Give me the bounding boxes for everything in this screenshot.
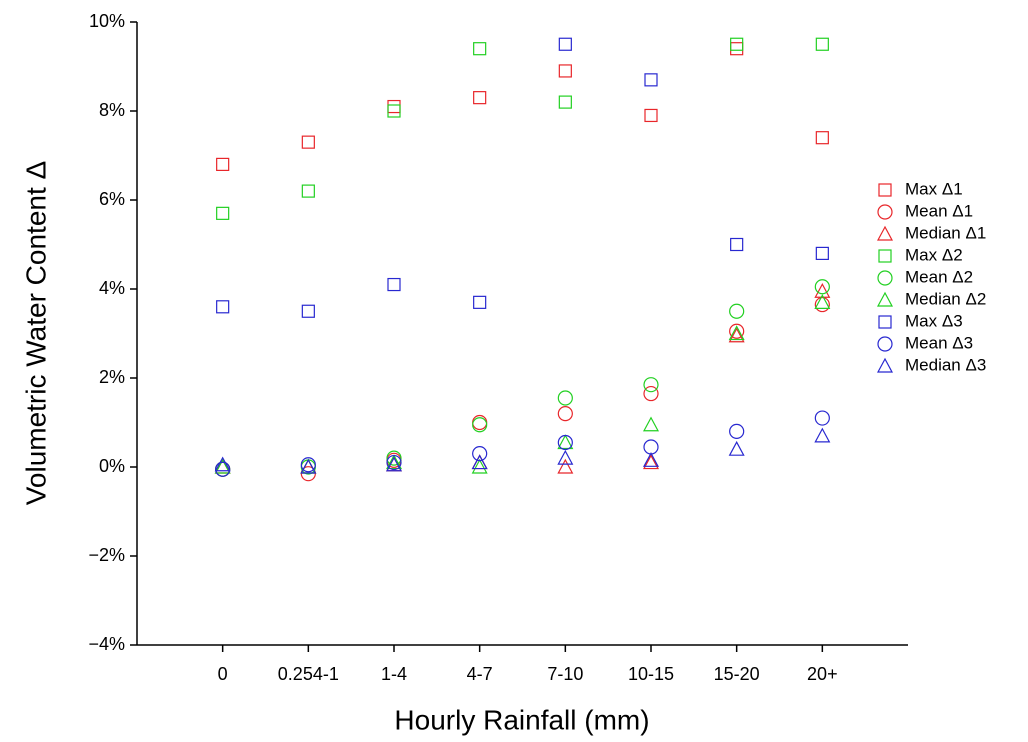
point — [814, 294, 831, 309]
point — [387, 104, 401, 118]
point — [643, 377, 659, 393]
legend-label: Mean Δ1 — [905, 201, 973, 220]
point — [643, 439, 659, 455]
legend-label: Median Δ2 — [905, 289, 986, 308]
point — [728, 327, 745, 343]
x-tick-label: 4-7 — [467, 664, 493, 684]
point — [300, 466, 316, 482]
point — [557, 434, 574, 450]
point — [473, 91, 487, 105]
point — [814, 410, 830, 426]
legend-marker — [878, 249, 892, 263]
y-tick-label: 8% — [99, 100, 125, 120]
point — [729, 323, 745, 339]
point — [387, 99, 401, 114]
point — [301, 304, 315, 318]
point — [471, 454, 488, 470]
point — [815, 131, 829, 145]
legend-label: Median Δ1 — [905, 223, 986, 242]
point — [473, 42, 487, 56]
point — [216, 206, 230, 220]
legend-label: Median Δ3 — [905, 355, 986, 374]
legend-label: Max Δ1 — [905, 179, 963, 198]
point — [730, 37, 744, 51]
x-axis-title: Hourly Rainfall (mm) — [394, 704, 649, 735]
y-tick-label: −4% — [88, 634, 125, 654]
y-tick-label: 10% — [89, 11, 125, 31]
point — [471, 458, 488, 474]
legend-label: Max Δ2 — [905, 245, 963, 264]
legend-marker — [876, 225, 894, 241]
point — [642, 452, 660, 467]
x-tick-label: 0 — [218, 664, 228, 684]
y-axis-title: Volumetric Water Content Δ — [20, 161, 51, 505]
legend-label: Mean Δ3 — [905, 333, 973, 352]
x-tick-label: 10-15 — [628, 664, 674, 684]
y-tick-label: 4% — [99, 278, 125, 298]
point — [471, 454, 488, 470]
point — [300, 458, 317, 474]
point — [472, 417, 488, 433]
x-tick-label: 0.254-1 — [278, 664, 339, 684]
point — [214, 456, 231, 472]
point — [642, 454, 660, 470]
point — [814, 427, 831, 443]
point — [386, 450, 402, 466]
point — [387, 277, 401, 292]
point — [300, 457, 316, 473]
point — [386, 454, 402, 471]
point — [215, 461, 231, 477]
point — [385, 454, 403, 470]
point — [643, 385, 659, 402]
y-tick-label: 0% — [99, 456, 125, 476]
point — [558, 95, 572, 109]
point — [558, 64, 572, 78]
x-tick-label: 1-4 — [381, 664, 407, 684]
point — [385, 456, 403, 472]
point — [557, 449, 574, 465]
point — [814, 282, 831, 298]
legend-marker — [876, 357, 894, 373]
point — [815, 246, 829, 260]
point — [644, 108, 658, 123]
legend-label: Max Δ3 — [905, 311, 963, 330]
legend-marker — [878, 315, 892, 329]
point — [728, 440, 745, 456]
legend-marker — [877, 336, 893, 352]
legend-marker — [878, 183, 892, 197]
point — [728, 325, 745, 341]
point — [472, 446, 488, 462]
point — [557, 434, 573, 451]
point — [814, 279, 830, 295]
point — [729, 303, 745, 319]
point — [216, 157, 230, 171]
point — [644, 73, 658, 87]
x-tick-label: 7-10 — [547, 664, 583, 684]
point — [730, 237, 744, 252]
point — [642, 416, 660, 432]
y-tick-label: 2% — [99, 367, 125, 387]
x-tick-label: 20+ — [807, 664, 838, 684]
point — [730, 42, 744, 56]
point — [558, 37, 572, 51]
legend-marker — [877, 204, 893, 220]
y-tick-label: −2% — [88, 545, 125, 565]
legend-label: Mean Δ2 — [905, 267, 973, 286]
point — [216, 300, 230, 314]
point — [301, 184, 315, 198]
x-tick-label: 15-20 — [714, 664, 760, 684]
legend-marker — [877, 270, 893, 286]
point — [214, 458, 231, 474]
point — [301, 135, 315, 149]
point — [729, 423, 745, 439]
point — [557, 458, 574, 474]
y-tick-label: 6% — [99, 189, 125, 209]
point — [557, 390, 573, 406]
point — [815, 37, 829, 51]
point — [557, 406, 573, 422]
point — [473, 295, 487, 309]
legend-marker — [876, 291, 894, 307]
